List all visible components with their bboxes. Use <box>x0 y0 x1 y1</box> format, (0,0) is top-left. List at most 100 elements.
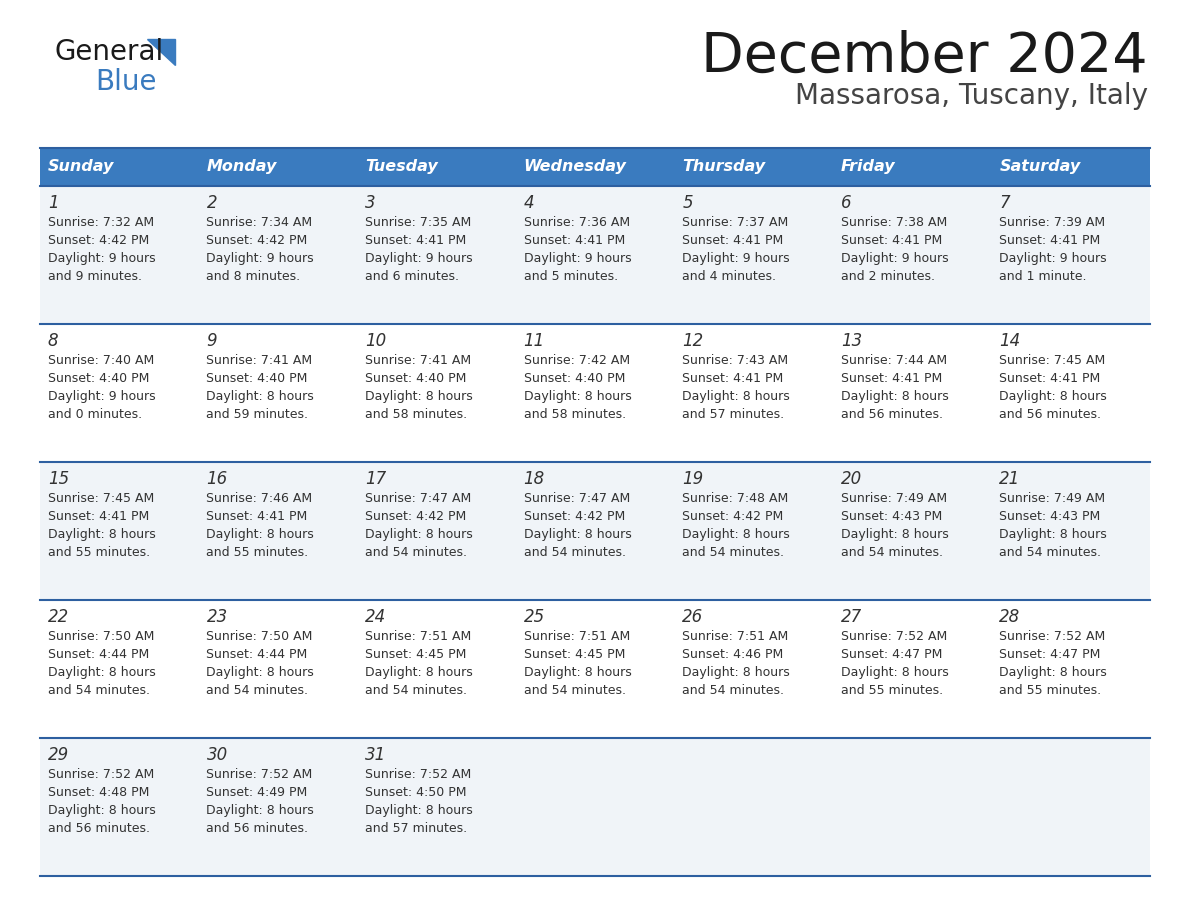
Text: Daylight: 8 hours: Daylight: 8 hours <box>682 390 790 403</box>
Bar <box>992 738 1150 876</box>
Text: and 56 minutes.: and 56 minutes. <box>999 408 1101 421</box>
Text: 18: 18 <box>524 470 545 488</box>
Text: 2: 2 <box>207 194 217 212</box>
Text: 19: 19 <box>682 470 703 488</box>
Text: Sunset: 4:41 PM: Sunset: 4:41 PM <box>524 234 625 247</box>
Text: 30: 30 <box>207 746 228 764</box>
Text: Sunset: 4:50 PM: Sunset: 4:50 PM <box>365 786 467 799</box>
Bar <box>516 186 675 324</box>
Bar <box>198 148 358 186</box>
Bar <box>992 600 1150 738</box>
Bar <box>992 324 1150 462</box>
Polygon shape <box>147 39 175 65</box>
Text: 5: 5 <box>682 194 693 212</box>
Text: 28: 28 <box>999 608 1020 626</box>
Text: Sunrise: 7:52 AM: Sunrise: 7:52 AM <box>999 630 1106 643</box>
Bar <box>516 148 675 186</box>
Text: Daylight: 9 hours: Daylight: 9 hours <box>207 252 314 265</box>
Text: 9: 9 <box>207 332 217 350</box>
Text: and 54 minutes.: and 54 minutes. <box>48 684 150 697</box>
Bar <box>992 462 1150 600</box>
Bar <box>40 186 198 324</box>
Text: Sunrise: 7:39 AM: Sunrise: 7:39 AM <box>999 216 1106 229</box>
Text: Sunrise: 7:49 AM: Sunrise: 7:49 AM <box>841 492 947 505</box>
Text: Sunset: 4:43 PM: Sunset: 4:43 PM <box>999 510 1100 523</box>
Text: Saturday: Saturday <box>999 160 1081 174</box>
Text: Daylight: 8 hours: Daylight: 8 hours <box>207 804 315 817</box>
Text: and 9 minutes.: and 9 minutes. <box>48 270 141 283</box>
Text: and 55 minutes.: and 55 minutes. <box>207 546 309 559</box>
Text: Sunrise: 7:49 AM: Sunrise: 7:49 AM <box>999 492 1106 505</box>
Bar <box>40 462 198 600</box>
Text: Sunrise: 7:45 AM: Sunrise: 7:45 AM <box>48 492 154 505</box>
Text: Daylight: 8 hours: Daylight: 8 hours <box>524 666 631 679</box>
Text: Daylight: 9 hours: Daylight: 9 hours <box>48 390 156 403</box>
Bar <box>40 148 198 186</box>
Text: Sunrise: 7:48 AM: Sunrise: 7:48 AM <box>682 492 789 505</box>
Text: Daylight: 8 hours: Daylight: 8 hours <box>841 390 948 403</box>
Text: 23: 23 <box>207 608 228 626</box>
Bar <box>516 324 675 462</box>
Text: Sunrise: 7:52 AM: Sunrise: 7:52 AM <box>365 768 472 781</box>
Text: Daylight: 8 hours: Daylight: 8 hours <box>207 666 315 679</box>
Text: 11: 11 <box>524 332 545 350</box>
Text: and 5 minutes.: and 5 minutes. <box>524 270 618 283</box>
Text: 24: 24 <box>365 608 386 626</box>
Text: Sunrise: 7:43 AM: Sunrise: 7:43 AM <box>682 354 789 367</box>
Text: Sunset: 4:44 PM: Sunset: 4:44 PM <box>207 648 308 661</box>
Bar <box>358 324 516 462</box>
Text: 7: 7 <box>999 194 1010 212</box>
Bar <box>358 148 516 186</box>
Text: and 57 minutes.: and 57 minutes. <box>682 408 784 421</box>
Text: 10: 10 <box>365 332 386 350</box>
Text: and 54 minutes.: and 54 minutes. <box>999 546 1101 559</box>
Bar <box>675 148 833 186</box>
Text: 3: 3 <box>365 194 375 212</box>
Text: Sunrise: 7:32 AM: Sunrise: 7:32 AM <box>48 216 154 229</box>
Text: Sunday: Sunday <box>48 160 114 174</box>
Text: 21: 21 <box>999 470 1020 488</box>
Bar <box>675 186 833 324</box>
Text: Blue: Blue <box>95 68 157 96</box>
Text: Daylight: 9 hours: Daylight: 9 hours <box>682 252 790 265</box>
Text: Sunset: 4:42 PM: Sunset: 4:42 PM <box>207 234 308 247</box>
Text: and 2 minutes.: and 2 minutes. <box>841 270 935 283</box>
Bar <box>675 600 833 738</box>
Text: Sunrise: 7:52 AM: Sunrise: 7:52 AM <box>48 768 154 781</box>
Bar <box>833 738 992 876</box>
Text: 15: 15 <box>48 470 69 488</box>
Text: Sunrise: 7:52 AM: Sunrise: 7:52 AM <box>841 630 947 643</box>
Text: Sunrise: 7:51 AM: Sunrise: 7:51 AM <box>682 630 789 643</box>
Bar <box>516 462 675 600</box>
Bar <box>516 738 675 876</box>
Text: Sunset: 4:41 PM: Sunset: 4:41 PM <box>682 372 783 385</box>
Text: and 54 minutes.: and 54 minutes. <box>524 684 626 697</box>
Text: Sunrise: 7:45 AM: Sunrise: 7:45 AM <box>999 354 1106 367</box>
Text: and 6 minutes.: and 6 minutes. <box>365 270 459 283</box>
Text: and 57 minutes.: and 57 minutes. <box>365 822 467 835</box>
Text: December 2024: December 2024 <box>701 30 1148 84</box>
Bar <box>833 186 992 324</box>
Text: 22: 22 <box>48 608 69 626</box>
Text: and 54 minutes.: and 54 minutes. <box>682 684 784 697</box>
Text: 8: 8 <box>48 332 58 350</box>
Text: Daylight: 8 hours: Daylight: 8 hours <box>524 390 631 403</box>
Bar <box>40 738 198 876</box>
Text: 16: 16 <box>207 470 228 488</box>
Text: Sunrise: 7:41 AM: Sunrise: 7:41 AM <box>207 354 312 367</box>
Bar <box>358 600 516 738</box>
Text: 4: 4 <box>524 194 535 212</box>
Text: General: General <box>55 38 164 66</box>
Text: Daylight: 8 hours: Daylight: 8 hours <box>365 804 473 817</box>
Text: and 0 minutes.: and 0 minutes. <box>48 408 143 421</box>
Text: Sunset: 4:42 PM: Sunset: 4:42 PM <box>365 510 467 523</box>
Text: Sunrise: 7:52 AM: Sunrise: 7:52 AM <box>207 768 312 781</box>
Text: Sunrise: 7:37 AM: Sunrise: 7:37 AM <box>682 216 789 229</box>
Bar <box>198 462 358 600</box>
Bar <box>358 738 516 876</box>
Text: Sunrise: 7:47 AM: Sunrise: 7:47 AM <box>524 492 630 505</box>
Text: and 54 minutes.: and 54 minutes. <box>682 546 784 559</box>
Text: 26: 26 <box>682 608 703 626</box>
Text: Daylight: 9 hours: Daylight: 9 hours <box>48 252 156 265</box>
Text: and 54 minutes.: and 54 minutes. <box>207 684 309 697</box>
